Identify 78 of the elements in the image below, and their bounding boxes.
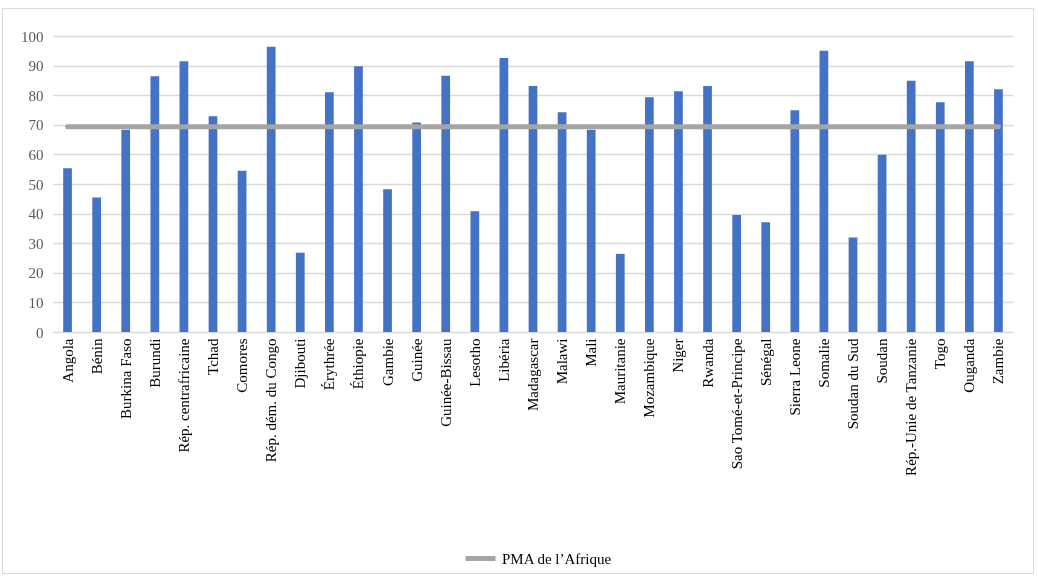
x-tick-label: Guinée — [408, 338, 425, 382]
x-tick-label: Tchad — [205, 338, 221, 375]
bar — [63, 168, 72, 332]
bar — [645, 97, 654, 332]
y-tick-label: 20 — [28, 265, 44, 282]
bar — [208, 116, 218, 332]
bar — [819, 50, 829, 332]
bar — [935, 102, 945, 332]
x-tick-label: Soudan — [874, 338, 891, 384]
bar — [441, 75, 451, 332]
y-tick-label: 0 — [36, 324, 44, 341]
bar — [732, 215, 741, 332]
x-tick-label: Rép.-Unie de Tanzanie — [903, 338, 920, 476]
x-tick-label: Bénin — [88, 338, 105, 375]
x-tick-label: Mali — [583, 338, 600, 367]
y-tick-label: 40 — [28, 206, 44, 223]
bar — [150, 76, 160, 332]
bar — [499, 57, 509, 332]
y-tick-label: 10 — [28, 294, 44, 311]
x-tick-label: Madagascar — [525, 338, 541, 411]
x-tick-label: Érythrée — [321, 338, 338, 391]
y-tick-label: 30 — [28, 235, 44, 252]
y-tick-label: 80 — [28, 87, 44, 104]
x-tick-label: Gambie — [379, 338, 396, 386]
y-tick-label: 70 — [28, 117, 44, 134]
bar — [906, 80, 916, 332]
x-tick-label: Sénégal — [757, 338, 774, 386]
bar — [674, 91, 683, 332]
x-tick-label: Comores — [234, 338, 251, 393]
bar — [266, 46, 276, 332]
x-tick-label: Sao Tomé-et-Principe — [728, 338, 745, 470]
x-tick-label: Somalie — [815, 338, 832, 388]
x-tick-label: Guinée-Bissau — [437, 338, 454, 427]
bar — [586, 129, 596, 332]
x-tick-label: Djibouti — [292, 338, 309, 389]
bar — [470, 211, 480, 332]
x-tick-label: Rwanda — [699, 338, 716, 388]
bar — [557, 112, 567, 332]
bar — [121, 129, 131, 332]
x-tick-label: Mozambique — [641, 338, 658, 418]
y-tick-label: 50 — [28, 176, 44, 193]
x-tick-label: Ouganda — [961, 338, 978, 393]
bar — [92, 197, 101, 332]
bar — [994, 89, 1003, 332]
x-tick-label: Soudan du Sud — [845, 338, 861, 430]
x-tick-label: Malawi — [554, 338, 571, 385]
x-tick-label: Éthiopie — [350, 338, 367, 390]
bar — [965, 61, 974, 332]
bar — [703, 86, 712, 332]
y-tick-label: 60 — [28, 146, 44, 163]
x-tick-label: Niger — [670, 338, 687, 373]
bar — [528, 86, 538, 332]
x-tick-label: Rép. centrafricaine — [175, 338, 192, 453]
bar — [848, 237, 858, 332]
bar — [615, 253, 625, 332]
x-tick-label: Burkina Faso — [117, 338, 134, 419]
bar — [790, 110, 800, 332]
bar — [761, 222, 771, 332]
bar — [237, 170, 247, 332]
x-tick-label: Libéria — [495, 338, 512, 382]
bar — [295, 252, 305, 332]
y-tick-label: 100 — [21, 28, 44, 45]
y-tick-label: 90 — [28, 58, 44, 75]
bar — [877, 154, 887, 332]
x-tick-label: Togo — [932, 338, 949, 370]
x-tick-label: Mauritanie — [612, 338, 629, 405]
x-tick-label: Zambie — [990, 338, 1007, 385]
bar — [383, 189, 392, 332]
bar — [325, 92, 334, 332]
x-tick-label: Burundi — [146, 338, 163, 388]
x-tick-label: Angola — [59, 338, 76, 383]
legend-label: PMA de l’Afrique — [502, 550, 612, 567]
x-tick-label: Lesotho — [466, 338, 483, 387]
x-tick-label: Rép. dém. du Congo — [263, 338, 280, 463]
bar — [354, 66, 363, 332]
bar — [412, 122, 421, 332]
x-tick-label: Sierra Leone — [786, 338, 803, 416]
bar — [179, 61, 189, 332]
